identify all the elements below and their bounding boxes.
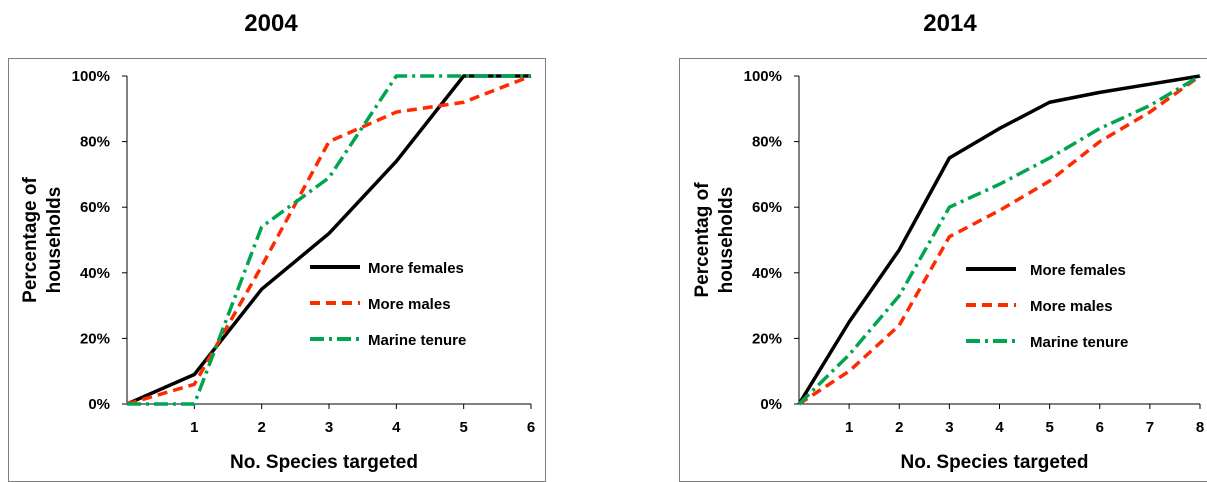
x-tick-label: 4: [995, 419, 1004, 436]
x-tick-label: 8: [1196, 419, 1204, 436]
x-tick-label: 7: [1146, 419, 1154, 436]
series-line-more-males: [126, 74, 532, 406]
y-axis-title: households: [716, 187, 737, 294]
x-tick-label: 5: [1045, 419, 1053, 436]
chart-title-2004: 2004: [244, 10, 298, 37]
y-axis-title: households: [44, 187, 65, 294]
series-line-more-females: [797, 74, 1201, 405]
y-tick-label: 20%: [80, 330, 110, 347]
chart-title-2014: 2014: [923, 10, 977, 37]
legend-label: More females: [1030, 262, 1126, 279]
x-axis-title: No. Species targeted: [901, 452, 1089, 473]
chart-frame-2014: [679, 58, 1207, 482]
x-tick-label: 1: [190, 419, 198, 436]
y-tick-label: 0%: [760, 396, 782, 413]
series-line-more-females: [126, 74, 531, 406]
legend-label: Marine tenure: [368, 332, 466, 349]
y-tick-label: 40%: [80, 265, 110, 282]
x-tick-label: 6: [527, 419, 535, 436]
y-axis-title: Percentage of: [20, 177, 41, 303]
y-tick-label: 100%: [72, 68, 110, 85]
y-tick-label: 80%: [752, 134, 782, 151]
chart-frame-2004: [8, 58, 546, 482]
y-tick-label: 100%: [744, 68, 782, 85]
legend-label: More males: [368, 296, 451, 313]
x-tick-label: 6: [1096, 419, 1104, 436]
x-tick-label: 3: [945, 419, 953, 436]
y-tick-label: 60%: [752, 199, 782, 216]
x-tick-label: 1: [845, 419, 853, 436]
y-tick-label: 60%: [80, 199, 110, 216]
y-tick-label: 40%: [752, 265, 782, 282]
y-tick-label: 20%: [752, 330, 782, 347]
legend-label: Marine tenure: [1030, 334, 1128, 351]
x-tick-label: 2: [895, 419, 903, 436]
series-line-marine-tenure: [127, 74, 531, 406]
x-axis-title: No. Species targeted: [230, 452, 418, 473]
y-axis-title: Percentag of: [692, 182, 713, 298]
series-line-marine-tenure: [797, 74, 1201, 406]
legend-label: More males: [1030, 298, 1113, 315]
y-tick-label: 80%: [80, 134, 110, 151]
x-tick-label: 4: [392, 419, 401, 436]
legend-label: More females: [368, 260, 464, 277]
x-tick-label: 2: [257, 419, 265, 436]
x-tick-label: 5: [459, 419, 467, 436]
y-tick-label: 0%: [88, 396, 110, 413]
x-tick-label: 3: [325, 419, 333, 436]
series-line-more-males: [798, 74, 1202, 406]
